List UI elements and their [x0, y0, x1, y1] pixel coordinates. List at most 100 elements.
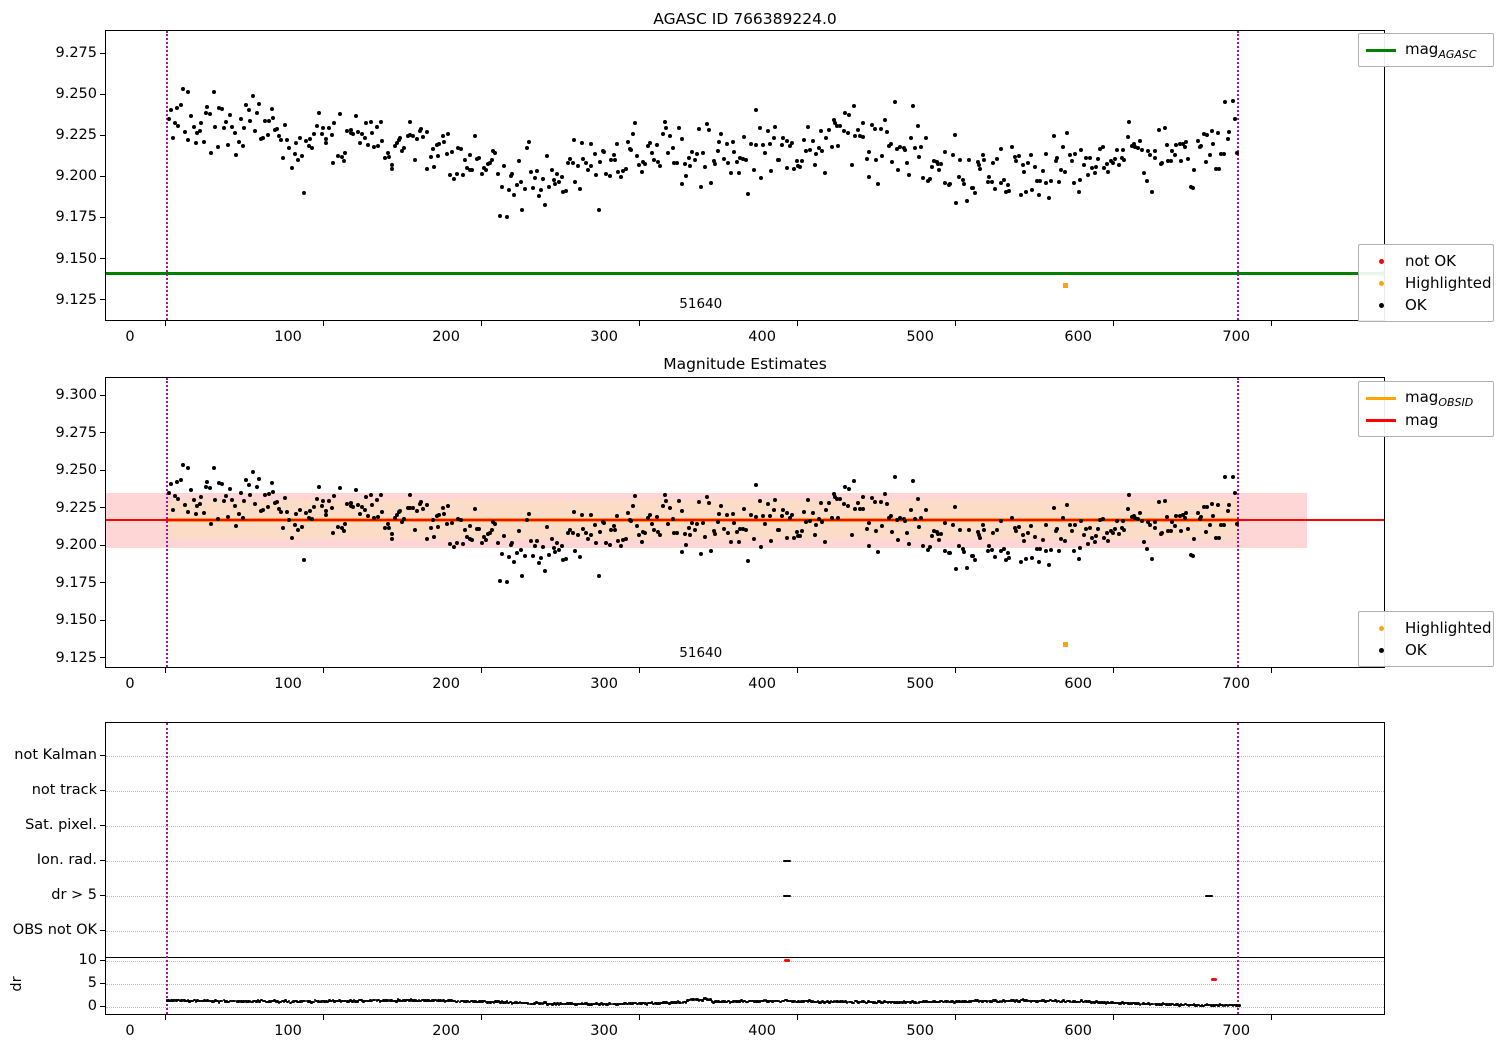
legend-row-highlighted[interactable]: Highlighted [1366, 617, 1491, 639]
legend-row[interactable]: magAGASC [1366, 39, 1484, 61]
legend-row-ok[interactable]: OK [1366, 639, 1484, 661]
data-point-ok [886, 144, 891, 149]
data-point-ok [662, 493, 667, 498]
dr-data-point [753, 1000, 756, 1003]
legend-mag-box[interactable]: magOBSID mag [1358, 381, 1494, 437]
dr-data-point [461, 999, 465, 1003]
dr-data-point [269, 1000, 273, 1004]
legend-label: not OK [1405, 252, 1456, 270]
dr-data-point [538, 1002, 541, 1005]
dr-data-point [1127, 1002, 1131, 1005]
dr-data-point [966, 1000, 969, 1004]
data-point-ok [607, 174, 612, 179]
data-point-ok [896, 168, 901, 173]
dr-data-point [930, 1000, 934, 1004]
data-point-ok [461, 172, 466, 177]
data-point-ok [348, 131, 353, 136]
data-point-ok [179, 103, 184, 108]
dr-data-point [167, 999, 170, 1002]
data-point-ok [1077, 546, 1082, 551]
data-point-ok [990, 548, 995, 553]
data-point-ok [508, 543, 513, 548]
dr-data-point [1028, 999, 1031, 1003]
data-point-ok [1036, 560, 1041, 565]
data-point-ok [360, 132, 365, 137]
dr-data-point [1034, 999, 1038, 1003]
dr-data-point [730, 1000, 733, 1004]
data-point-ok [834, 496, 839, 501]
legend-status-box-middle[interactable]: Highlighted OK [1358, 611, 1494, 667]
data-point-ok [370, 503, 375, 508]
data-point-ok [470, 168, 475, 173]
x-tick-mark [480, 668, 482, 673]
dr-outlier-point [1213, 977, 1217, 981]
legend-row-ok[interactable]: OK [1366, 294, 1484, 316]
legend-row-mag[interactable]: mag [1366, 409, 1484, 431]
dr-data-point [938, 1000, 942, 1003]
data-point-ok [310, 516, 315, 521]
data-point-ok [907, 172, 912, 177]
dr-data-point [266, 1000, 270, 1004]
dr-data-point [300, 999, 304, 1003]
legend-row-not-ok[interactable]: not OK [1366, 250, 1484, 272]
x-tick-label: 500 [906, 1023, 935, 1039]
data-point-ok [1096, 527, 1101, 532]
data-point-ok [860, 121, 865, 126]
dr-data-point [541, 1002, 545, 1005]
dr-data-point [989, 999, 992, 1003]
data-point-ok [1145, 520, 1150, 525]
data-point-ok [1012, 155, 1017, 160]
data-point-ok [1168, 158, 1173, 163]
data-point-ok [1105, 161, 1110, 166]
data-point-ok [483, 168, 488, 173]
data-point-ok [923, 136, 928, 141]
data-point-ok [1166, 529, 1171, 534]
dr-data-point [1200, 1003, 1204, 1007]
dr-data-point [539, 1002, 543, 1005]
data-point-ok [674, 161, 679, 166]
dr-data-point [1215, 1003, 1218, 1007]
legend-mag-agasc-box[interactable]: magAGASC [1358, 33, 1494, 67]
dr-data-point [242, 1000, 245, 1003]
data-point-ok [1210, 501, 1215, 506]
y-tick-label: 9.200 [55, 537, 97, 553]
dr-data-point [836, 1000, 839, 1004]
dr-data-point [274, 1000, 278, 1003]
data-point-ok [690, 521, 695, 526]
dr-data-point [1181, 1003, 1184, 1007]
dr-data-point [1161, 1002, 1165, 1006]
dr-data-point [819, 1001, 823, 1005]
data-point-ok [769, 169, 774, 174]
dr-data-point [442, 999, 445, 1002]
dr-data-point [805, 999, 808, 1003]
data-point-ok [1043, 181, 1048, 186]
dr-data-point [554, 1003, 558, 1006]
legend-row-mag-obsid[interactable]: magOBSID [1366, 387, 1484, 409]
data-point-ok [655, 159, 660, 164]
dr-data-point [206, 999, 209, 1002]
data-point-ok [430, 147, 435, 152]
data-point-ok [476, 526, 481, 531]
data-point-ok [850, 532, 854, 537]
legend-label: OK [1405, 296, 1427, 314]
data-point-ok [712, 529, 717, 534]
data-point-ok [923, 508, 928, 513]
data-point-ok [937, 537, 942, 542]
data-point-ok [1141, 539, 1146, 544]
dr-data-point [176, 998, 180, 1002]
dr-data-point [425, 999, 429, 1002]
data-point-ok [465, 165, 470, 170]
legend-row-highlighted[interactable]: Highlighted [1366, 272, 1491, 294]
dr-data-point [941, 1000, 945, 1004]
data-point-ok [936, 162, 941, 167]
data-point-ok [180, 463, 185, 468]
dr-data-point [880, 1001, 883, 1005]
grid-line [106, 791, 1384, 792]
data-point-ok [1019, 559, 1024, 564]
data-point-ok [798, 164, 803, 169]
data-point-ok [736, 539, 741, 544]
dr-data-point [1067, 999, 1070, 1003]
legend-status-box-top[interactable]: not OK Highlighted OK [1358, 244, 1494, 322]
dr-data-point [648, 1001, 652, 1005]
dr-data-point [429, 999, 432, 1003]
